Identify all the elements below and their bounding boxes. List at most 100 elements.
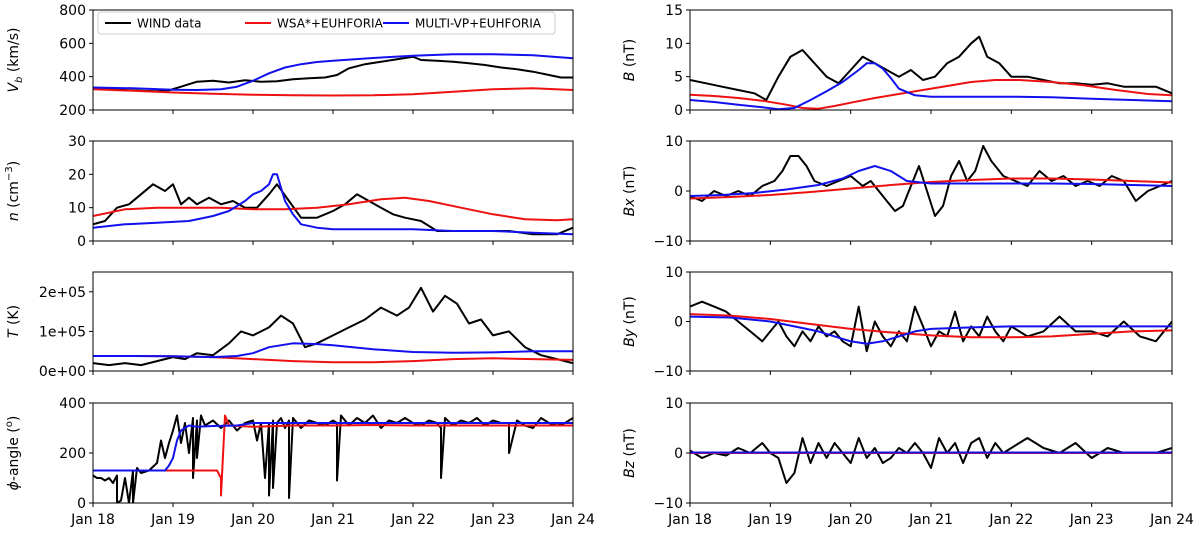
series-group (93, 53, 573, 97)
series-group (93, 173, 573, 236)
legend-label-wsa-euhforia: WSA*+EUHFORIA (277, 17, 384, 31)
x-tick-label: Jan 22 (390, 512, 435, 528)
y-axis-label-phi: ϕ-angle (o) (4, 416, 22, 491)
y-tick-label: 200 (59, 103, 86, 119)
series-group (690, 437, 1172, 484)
y-tick-label: 10 (665, 265, 683, 281)
series-line-wind-data (93, 286, 573, 367)
y-tick-label: 0 (77, 496, 86, 512)
panel-n: 0 10 20 30 n (cm−3) (4, 134, 574, 250)
series-line-wind-data (690, 145, 1172, 217)
panel-bx: −10 0 10 Bx (nT) (622, 134, 1173, 250)
x-tick-label: Jan 21 (908, 512, 953, 528)
y-tick-label: 2e+05 (39, 285, 86, 301)
y-tick-label: −10 (653, 234, 683, 250)
axes-frame (92, 402, 574, 504)
series-line-wsa-euhforia (93, 196, 573, 222)
y-axis-label-part: V (6, 82, 22, 93)
y-axis-label-b: B (nT) (622, 39, 638, 81)
y-tick-label: 600 (59, 36, 86, 52)
series-group (690, 145, 1172, 217)
x-tick-label: Jan 20 (230, 512, 275, 528)
series-line-wsa-euhforia (93, 87, 573, 97)
x-tick-label: Jan 19 (150, 512, 195, 528)
y-axis-label-part: (K) (6, 305, 22, 330)
y-axis-label-part: (cm (6, 181, 22, 212)
series-line-multi-vp-euhforia (93, 53, 573, 91)
y-tick-label: 10 (665, 134, 683, 150)
y-axis-label-bz: Bz (nT) (622, 428, 638, 478)
x-tick-label: Jan 20 (828, 512, 873, 528)
series-line-wind-data (93, 414, 573, 503)
y-tick-label: 200 (59, 446, 86, 462)
y-axis-label-part: (nT) (622, 39, 638, 72)
y-tick-label: 20 (68, 167, 86, 183)
y-axis-label-t: T (K) (6, 305, 22, 338)
x-tick-label: Jan 23 (1069, 512, 1114, 528)
y-axis-label-part: T (6, 328, 22, 338)
series-line-wind-data (93, 183, 573, 236)
panel-phi: 0 200 400 Jan 18 Jan 19 Jan 20 Jan 21 Jan 22 Jan… (4, 396, 595, 528)
y-axis-label-part: o (4, 421, 15, 427)
series-line-multi-vp-euhforia (93, 173, 573, 236)
series-line-multi-vp-euhforia (690, 315, 1172, 345)
y-tick-label: 10 (665, 396, 683, 412)
panel-by: −10 0 10 By (nT) (622, 265, 1173, 380)
y-tick-label: −10 (653, 496, 683, 512)
series-line-wind-data (690, 35, 1172, 101)
legend: WIND data WSA*+EUHFORIA MULTI-VP+EUHFORIA (97, 11, 556, 35)
x-tick-label: Jan 22 (988, 512, 1033, 528)
axes-frame (689, 140, 1173, 242)
y-tick-label: 400 (59, 70, 86, 86)
legend-frame (97, 11, 556, 35)
series-group (690, 35, 1172, 110)
legend-label-multi-vp-euhforia: MULTI-VP+EUHFORIA (415, 17, 542, 31)
y-axis-label-part: B (622, 72, 638, 82)
y-tick-label: 0 (674, 315, 683, 331)
x-tick-label: Jan 19 (747, 512, 792, 528)
panel-b: 0 5 10 15 B (nT) (622, 3, 1173, 119)
y-tick-label: 10 (665, 36, 683, 52)
series-line-multi-vp-euhforia (690, 62, 1172, 110)
series-line-wsa-euhforia (690, 177, 1172, 200)
y-axis-label-part: (nT) (622, 166, 638, 199)
series-group (93, 414, 573, 503)
x-tick-label: Jan 23 (470, 512, 515, 528)
y-axis-label-bx: Bx (nT) (622, 166, 638, 217)
y-tick-label: 5 (674, 70, 683, 86)
y-axis-label-n: n (cm−3) (4, 161, 22, 221)
y-tick-label: 10 (68, 201, 86, 217)
y-tick-label: 400 (59, 396, 86, 412)
series-line-multi-vp-euhforia (690, 165, 1172, 197)
panel-t: 0e+00 1e+05 2e+05 T (K) (6, 271, 574, 380)
y-tick-label: 30 (68, 134, 86, 150)
series-line-multi-vp-euhforia (93, 342, 573, 359)
y-axis-label-part: (nT) (622, 428, 638, 461)
y-axis-label-part: ) (6, 161, 22, 166)
y-axis-label-part: ϕ (6, 481, 22, 490)
y-axis-label-part: (nT) (622, 296, 638, 329)
y-axis-label-part: n (6, 212, 22, 221)
x-tick-label: Jan 21 (310, 512, 355, 528)
y-axis-label-part: By (622, 328, 638, 347)
x-tick-label: Jan 24 (1149, 512, 1194, 528)
y-tick-label: −10 (653, 364, 683, 380)
x-tick-label: Jan 24 (550, 512, 595, 528)
y-tick-label: 1e+05 (39, 324, 86, 340)
y-tick-label: 0e+00 (39, 364, 86, 380)
series-line-wind-data (93, 55, 573, 93)
y-tick-label: 0 (674, 184, 683, 200)
y-axis-label-part: Bz (622, 460, 638, 478)
series-line-wind-data (690, 437, 1172, 484)
panel-vb: 200 400 600 800 Vb (km/s) (6, 3, 574, 119)
y-axis-label-part: -angle ( (6, 427, 22, 481)
y-tick-label: 800 (59, 3, 86, 19)
axes-frame (689, 9, 1173, 111)
legend-label-wind-data: WIND data (137, 17, 201, 31)
series-line-wsa-euhforia (690, 79, 1172, 110)
y-axis-label-part: (km/s) (6, 27, 22, 76)
y-axis-label-vb: Vb (km/s) (6, 27, 25, 92)
y-axis-label-part: Bx (622, 198, 638, 217)
y-tick-label: 15 (665, 3, 683, 19)
y-axis-label-part: ) (6, 416, 22, 421)
